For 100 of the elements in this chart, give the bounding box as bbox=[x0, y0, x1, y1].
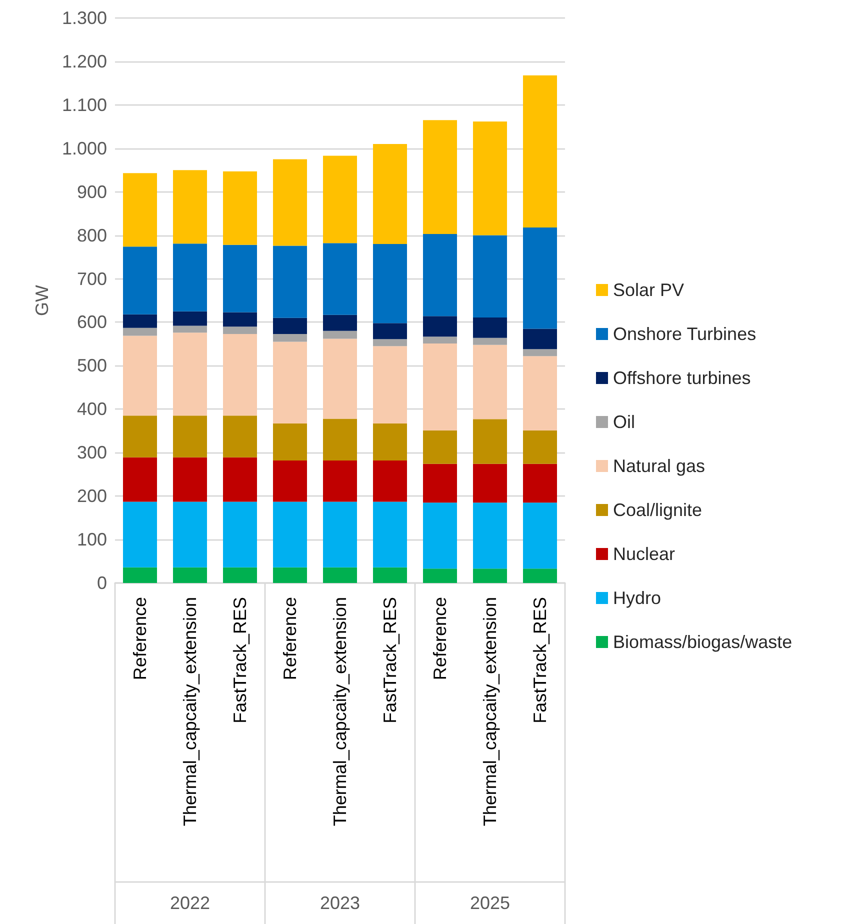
bar bbox=[373, 346, 407, 424]
y-tick-label: 1.300 bbox=[62, 8, 107, 28]
y-tick-label: 600 bbox=[76, 312, 107, 332]
bar bbox=[523, 75, 557, 228]
bar bbox=[223, 502, 257, 568]
x-tick-label: Reference bbox=[430, 597, 450, 680]
bar bbox=[273, 159, 307, 246]
bar bbox=[273, 502, 307, 568]
bar bbox=[273, 342, 307, 424]
bar bbox=[473, 568, 507, 583]
legend-label: Onshore Turbines bbox=[613, 324, 756, 344]
legend-label: Biomass/biogas/waste bbox=[613, 632, 792, 652]
bar bbox=[423, 464, 457, 503]
bar bbox=[323, 314, 357, 331]
bar bbox=[423, 502, 457, 569]
bar bbox=[523, 349, 557, 356]
bar bbox=[173, 332, 207, 416]
bar bbox=[373, 460, 407, 502]
bar bbox=[123, 336, 157, 416]
bar bbox=[273, 423, 307, 460]
bar bbox=[173, 244, 207, 312]
bar bbox=[473, 502, 507, 569]
bar bbox=[173, 311, 207, 326]
bar bbox=[123, 567, 157, 583]
x-tick-label: FastTrack_RES bbox=[230, 597, 250, 724]
x-tick-label: Thermal_capcaity_extension bbox=[480, 597, 500, 826]
bar bbox=[423, 430, 457, 464]
bar bbox=[123, 457, 157, 502]
y-tick-label: 200 bbox=[76, 486, 107, 506]
bar bbox=[423, 336, 457, 344]
y-axis-title: GW bbox=[32, 285, 52, 316]
bar bbox=[123, 502, 157, 568]
bar bbox=[173, 326, 207, 333]
bar bbox=[123, 173, 157, 247]
bar bbox=[273, 318, 307, 334]
bar bbox=[473, 121, 507, 236]
y-tick-label: 1.200 bbox=[62, 51, 107, 72]
legend-label: Natural gas bbox=[613, 456, 706, 476]
x-tick-label: Thermal_capcaity_extension bbox=[330, 597, 350, 826]
y-tick-label: 900 bbox=[76, 182, 107, 202]
bar bbox=[523, 464, 557, 503]
bar bbox=[373, 144, 407, 244]
bar bbox=[323, 502, 357, 568]
bar bbox=[523, 227, 557, 329]
bar bbox=[223, 567, 257, 583]
bar bbox=[173, 170, 207, 244]
bar bbox=[373, 502, 407, 568]
y-tick-label: 700 bbox=[76, 268, 107, 289]
bar bbox=[123, 328, 157, 336]
bar bbox=[223, 244, 257, 312]
y-tick-label: 300 bbox=[76, 442, 107, 463]
legend-label: Hydro bbox=[613, 588, 662, 608]
bar bbox=[123, 416, 157, 458]
bar bbox=[473, 235, 507, 318]
bar bbox=[423, 316, 457, 337]
x-tick-label: Reference bbox=[280, 597, 300, 680]
legend-label: Offshore turbines bbox=[613, 368, 751, 388]
bar bbox=[223, 312, 257, 327]
bar bbox=[123, 246, 157, 314]
bar bbox=[323, 338, 357, 419]
y-tick-label: 400 bbox=[76, 399, 107, 420]
bar bbox=[323, 330, 357, 339]
bar bbox=[273, 567, 307, 583]
x-tick-label: Thermal_capcaity_extension bbox=[180, 597, 200, 826]
legend-label: Nuclear bbox=[613, 544, 676, 564]
legend-label: Solar PV bbox=[613, 280, 684, 300]
bar bbox=[223, 334, 257, 416]
bar bbox=[523, 328, 557, 350]
bar bbox=[273, 460, 307, 502]
bar bbox=[523, 568, 557, 583]
y-tick-label: 800 bbox=[76, 225, 107, 246]
y-tick-label: 500 bbox=[76, 356, 107, 376]
bar bbox=[223, 416, 257, 458]
bar bbox=[373, 567, 407, 583]
bar bbox=[173, 457, 207, 502]
legend-label: Coal/lignite bbox=[613, 500, 702, 520]
bar bbox=[323, 460, 357, 502]
text: 2023 bbox=[320, 893, 360, 913]
bar bbox=[523, 430, 557, 464]
y-tick-label: 1.100 bbox=[62, 94, 107, 115]
bar bbox=[373, 339, 407, 346]
y-tick-label: 0 bbox=[96, 573, 107, 593]
bar bbox=[223, 171, 257, 245]
x-tick-label: Reference bbox=[130, 597, 150, 680]
bar bbox=[523, 356, 557, 430]
legend-label: Oil bbox=[613, 412, 635, 432]
bar bbox=[323, 243, 357, 315]
y-tick-label: 100 bbox=[76, 530, 107, 550]
bar bbox=[173, 502, 207, 568]
bar bbox=[323, 418, 357, 460]
bar bbox=[473, 317, 507, 338]
text: 2022 bbox=[170, 893, 210, 913]
bar bbox=[423, 568, 457, 583]
bar bbox=[173, 416, 207, 458]
bar bbox=[373, 244, 407, 324]
bar bbox=[323, 567, 357, 583]
bar bbox=[223, 457, 257, 502]
bar bbox=[473, 419, 507, 464]
bar bbox=[123, 314, 157, 328]
bar bbox=[473, 464, 507, 503]
